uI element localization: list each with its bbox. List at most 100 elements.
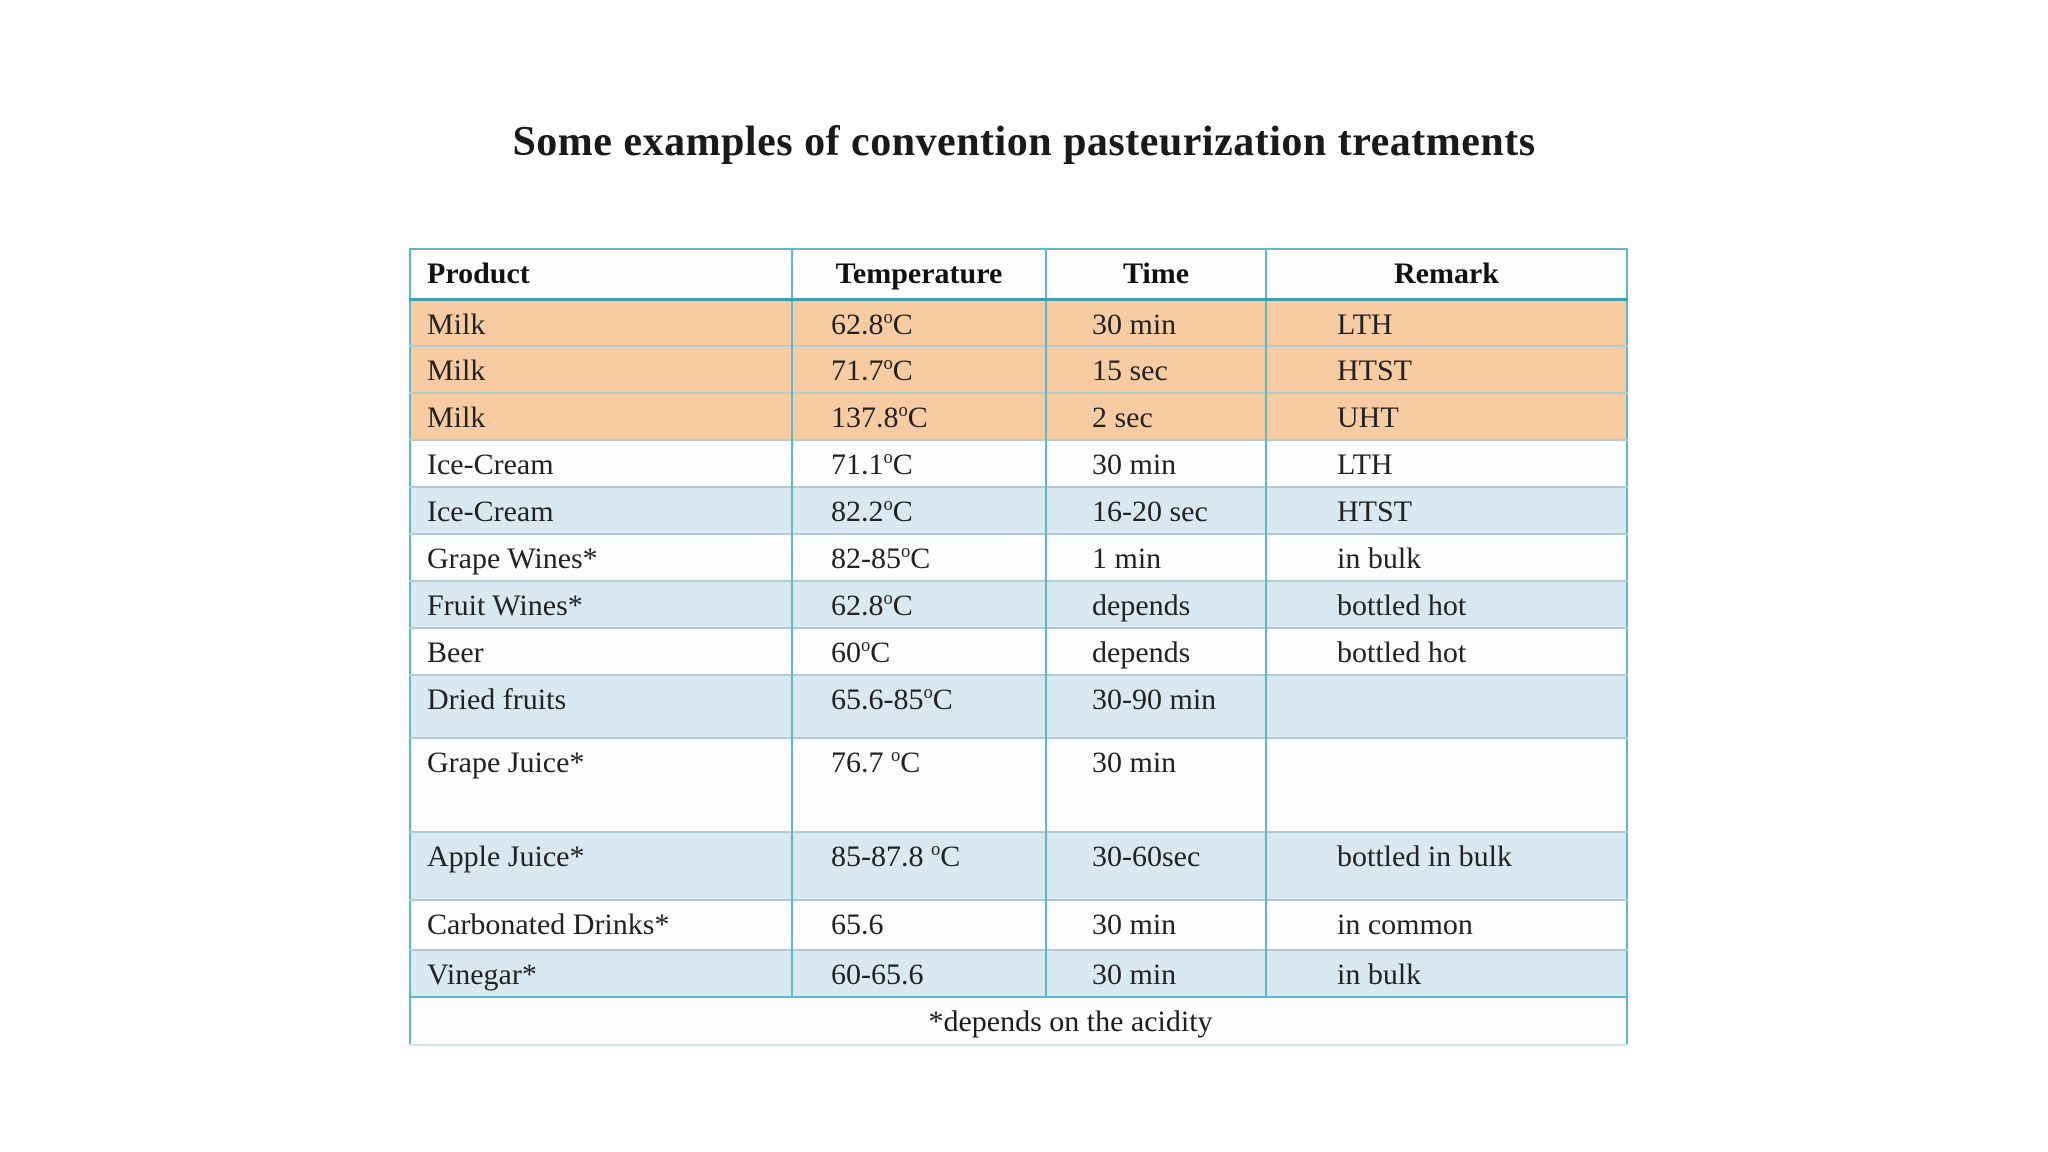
table-row: Beer 60oC depends bottled hot xyxy=(410,627,1627,676)
table-row: Ice-Cream 82.2oC 16-20 sec HTST xyxy=(410,486,1627,535)
temp-value: 65.6 xyxy=(831,908,884,942)
degree-symbol: o xyxy=(883,494,893,516)
temp-unit: C xyxy=(900,746,921,780)
product-cell: Ice-Cream xyxy=(410,486,792,535)
product-cell: Fruit Wines* xyxy=(410,580,792,629)
header-product: Product xyxy=(410,249,792,301)
temp-value: 71.7 xyxy=(831,354,884,388)
product-cell: Carbonated Drinks* xyxy=(410,899,792,951)
temp-unit: C xyxy=(892,307,913,341)
temp-unit: C xyxy=(892,448,913,482)
temperature-cell: 82-85oC xyxy=(791,533,1046,582)
product-cell: Ice-Cream xyxy=(410,439,792,488)
degree-symbol: o xyxy=(883,447,893,469)
temp-value: 62.8 xyxy=(831,307,884,341)
time-cell: 30-90 min xyxy=(1045,674,1266,739)
table-row: Grape Wines* 82-85oC 1 min in bulk xyxy=(410,533,1627,582)
time-cell: 30 min xyxy=(1045,299,1266,347)
degree-symbol: o xyxy=(898,400,908,422)
table-footnote-row: *depends on the acidity xyxy=(410,996,1627,1047)
temp-unit: C xyxy=(932,683,953,717)
remark-cell xyxy=(1265,737,1627,833)
degree-symbol: o xyxy=(883,353,893,375)
temperature-cell: 60oC xyxy=(791,627,1046,676)
temp-value: 71.1 xyxy=(831,448,884,482)
product-cell: Vinegar* xyxy=(410,949,792,998)
footnote: *depends on the acidity xyxy=(410,996,1627,1047)
degree-symbol: o xyxy=(931,839,941,861)
remark-cell: HTST xyxy=(1265,486,1627,535)
temp-value: 62.8 xyxy=(831,589,884,623)
product-cell: Dried fruits xyxy=(410,674,792,739)
product-cell: Beer xyxy=(410,627,792,676)
remark-cell: in common xyxy=(1265,899,1627,951)
remark-cell: HTST xyxy=(1265,345,1627,394)
temp-unit: C xyxy=(892,495,913,529)
remark-cell: LTH xyxy=(1265,299,1627,347)
remark-cell: bottled hot xyxy=(1265,580,1627,629)
table-row: Milk 71.7oC 15 sec HTST xyxy=(410,345,1627,394)
header-temperature: Temperature xyxy=(791,249,1046,301)
table-row: Ice-Cream 71.1oC 30 min LTH xyxy=(410,439,1627,488)
remark-cell xyxy=(1265,674,1627,739)
time-cell: 30-60sec xyxy=(1045,831,1266,901)
time-cell: 15 sec xyxy=(1045,345,1266,394)
table-row: Carbonated Drinks* 65.6 30 min in common xyxy=(410,899,1627,951)
temperature-cell: 65.6-85oC xyxy=(791,674,1046,739)
temp-value: 82-85 xyxy=(831,542,901,576)
time-cell: 30 min xyxy=(1045,949,1266,998)
degree-symbol: o xyxy=(923,682,933,704)
degree-symbol: o xyxy=(891,745,901,767)
table-row: Dried fruits 65.6-85oC 30-90 min xyxy=(410,674,1627,739)
pasteurization-table: Product Temperature Time Remark Milk 62.… xyxy=(409,248,1628,1047)
time-cell: 1 min xyxy=(1045,533,1266,582)
remark-cell: in bulk xyxy=(1265,533,1627,582)
time-cell: 16-20 sec xyxy=(1045,486,1266,535)
temp-unit: C xyxy=(870,636,891,670)
degree-symbol: o xyxy=(861,635,871,657)
temp-unit: C xyxy=(892,589,913,623)
time-cell: 30 min xyxy=(1045,737,1266,833)
remark-cell: in bulk xyxy=(1265,949,1627,998)
time-cell: 30 min xyxy=(1045,899,1266,951)
degree-symbol: o xyxy=(883,306,893,328)
product-cell: Grape Juice* xyxy=(410,737,792,833)
temperature-cell: 62.8oC xyxy=(791,299,1046,347)
table-row: Fruit Wines* 62.8oC depends bottled hot xyxy=(410,580,1627,629)
temperature-cell: 62.8oC xyxy=(791,580,1046,629)
temp-value: 85-87.8 xyxy=(831,840,931,874)
degree-symbol: o xyxy=(883,588,893,610)
header-remark: Remark xyxy=(1265,249,1627,301)
table-row: Apple Juice* 85-87.8 oC 30-60sec bottled… xyxy=(410,831,1627,901)
table-row: Milk 62.8oC 30 min LTH xyxy=(410,299,1627,347)
product-cell: Apple Juice* xyxy=(410,831,792,901)
table-row: Milk 137.8oC 2 sec UHT xyxy=(410,392,1627,441)
remark-cell: LTH xyxy=(1265,439,1627,488)
temperature-cell: 82.2oC xyxy=(791,486,1046,535)
table-row: Vinegar* 60-65.6 30 min in bulk xyxy=(410,949,1627,998)
temperature-cell: 71.7oC xyxy=(791,345,1046,394)
temperature-cell: 60-65.6 xyxy=(791,949,1046,998)
temperature-cell: 76.7 oC xyxy=(791,737,1046,833)
temperature-cell: 85-87.8 oC xyxy=(791,831,1046,901)
temp-value: 60 xyxy=(831,636,861,670)
temp-value: 60-65.6 xyxy=(831,958,924,992)
time-cell: 30 min xyxy=(1045,439,1266,488)
temperature-cell: 137.8oC xyxy=(791,392,1046,441)
page-title: Some examples of convention pasteurizati… xyxy=(512,119,1536,165)
remark-cell: bottled hot xyxy=(1265,627,1627,676)
product-cell: Milk xyxy=(410,392,792,441)
remark-cell: UHT xyxy=(1265,392,1627,441)
table-header-row: Product Temperature Time Remark xyxy=(410,249,1627,301)
temp-value: 76.7 xyxy=(831,746,891,780)
time-cell: 2 sec xyxy=(1045,392,1266,441)
degree-symbol: o xyxy=(901,541,911,563)
product-cell: Milk xyxy=(410,299,792,347)
temp-value: 137.8 xyxy=(831,401,899,435)
temp-unit: C xyxy=(907,401,928,435)
table-row: Grape Juice* 76.7 oC 30 min xyxy=(410,737,1627,833)
time-cell: depends xyxy=(1045,580,1266,629)
header-time: Time xyxy=(1045,249,1266,301)
temp-value: 65.6-85 xyxy=(831,683,924,717)
